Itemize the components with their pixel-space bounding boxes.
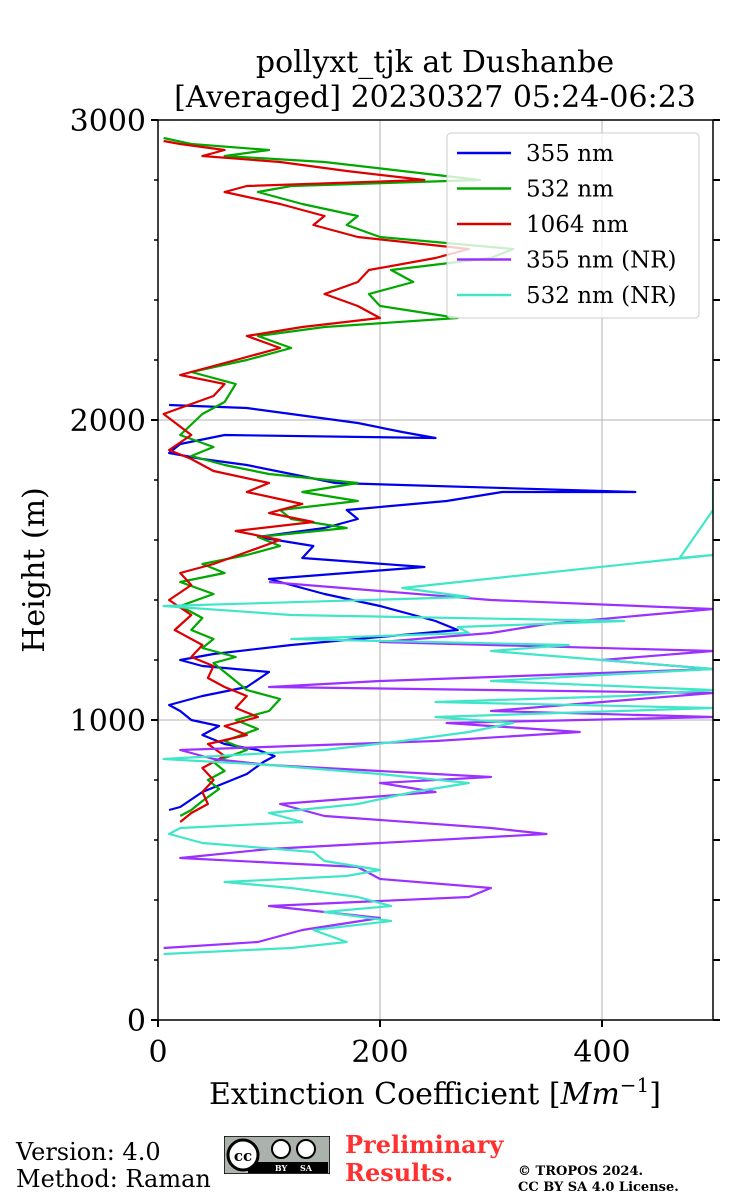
- x-axis-label: Extinction Coefficient [Mm−1]: [209, 1073, 661, 1112]
- y-tick-label: 2000: [70, 404, 146, 439]
- cc-icon-label: cc: [234, 1147, 252, 1165]
- series-line-532-nm: [163, 136, 515, 817]
- y-tick-label: 1000: [70, 704, 146, 739]
- legend-label: 532 nm (NR): [526, 283, 677, 309]
- method-label: Method: Raman: [16, 1165, 211, 1193]
- chart-title-line2: [Averaged] 20230327 05:24-06:23: [174, 80, 696, 115]
- x-tick-label: 0: [148, 1035, 167, 1070]
- copyright-label: © TROPOS 2024. CC BY SA 4.0 License.: [518, 1164, 679, 1196]
- legend-box: [446, 132, 700, 319]
- cc-icon: [226, 1138, 260, 1172]
- legend-label: 355 nm (NR): [526, 248, 677, 274]
- cc-license-badge: cc BY SA: [224, 1136, 330, 1174]
- x-tick-label: 200: [351, 1035, 408, 1070]
- series-line-1064-nm: [162, 139, 470, 823]
- y-tick-label: 0: [127, 1004, 146, 1039]
- series-line-355-nm: [168, 403, 637, 812]
- x-tick-label: 400: [573, 1035, 630, 1070]
- y-tick-label: 3000: [70, 104, 146, 139]
- y-axis-label: Height (m): [17, 487, 52, 652]
- legend-label: 355 nm: [526, 141, 614, 167]
- preliminary-line1: Preliminary: [345, 1130, 504, 1159]
- sa-label: SA: [300, 1163, 313, 1173]
- legend-label: 1064 nm: [526, 212, 629, 238]
- axis-ticks: [151, 119, 720, 1027]
- chart-title-line1: pollyxt_tjk at Dushanbe: [256, 45, 614, 80]
- extinction-chart: pollyxt_tjk at Dushanbe [Averaged] 20230…: [17, 45, 720, 1112]
- preliminary-label: Preliminary Results.: [345, 1131, 503, 1187]
- y-tick-labels: 0 1000 2000 3000: [70, 104, 146, 1039]
- x-tick-labels: 0 200 400: [148, 1035, 630, 1070]
- preliminary-line2: Results.: [345, 1158, 454, 1187]
- version-label: Version: 4.0: [16, 1138, 161, 1166]
- sa-icon: [296, 1139, 316, 1159]
- axes-frame: [157, 119, 714, 1021]
- copyright-line2: CC BY SA 4.0 License.: [518, 1180, 679, 1195]
- series-line-355-nm-nr: [163, 580, 713, 950]
- legend: 355 nm 532 nm 1064 nm 355 nm (NR) 532 nm (NR…: [446, 132, 700, 319]
- copyright-line1: © TROPOS 2024.: [518, 1164, 644, 1179]
- series-line-532-nm-nr: [162, 483, 713, 956]
- series-layer: [162, 136, 713, 956]
- by-icon: [271, 1139, 291, 1159]
- legend-label: 532 nm: [526, 177, 614, 203]
- by-label: BY: [275, 1163, 288, 1173]
